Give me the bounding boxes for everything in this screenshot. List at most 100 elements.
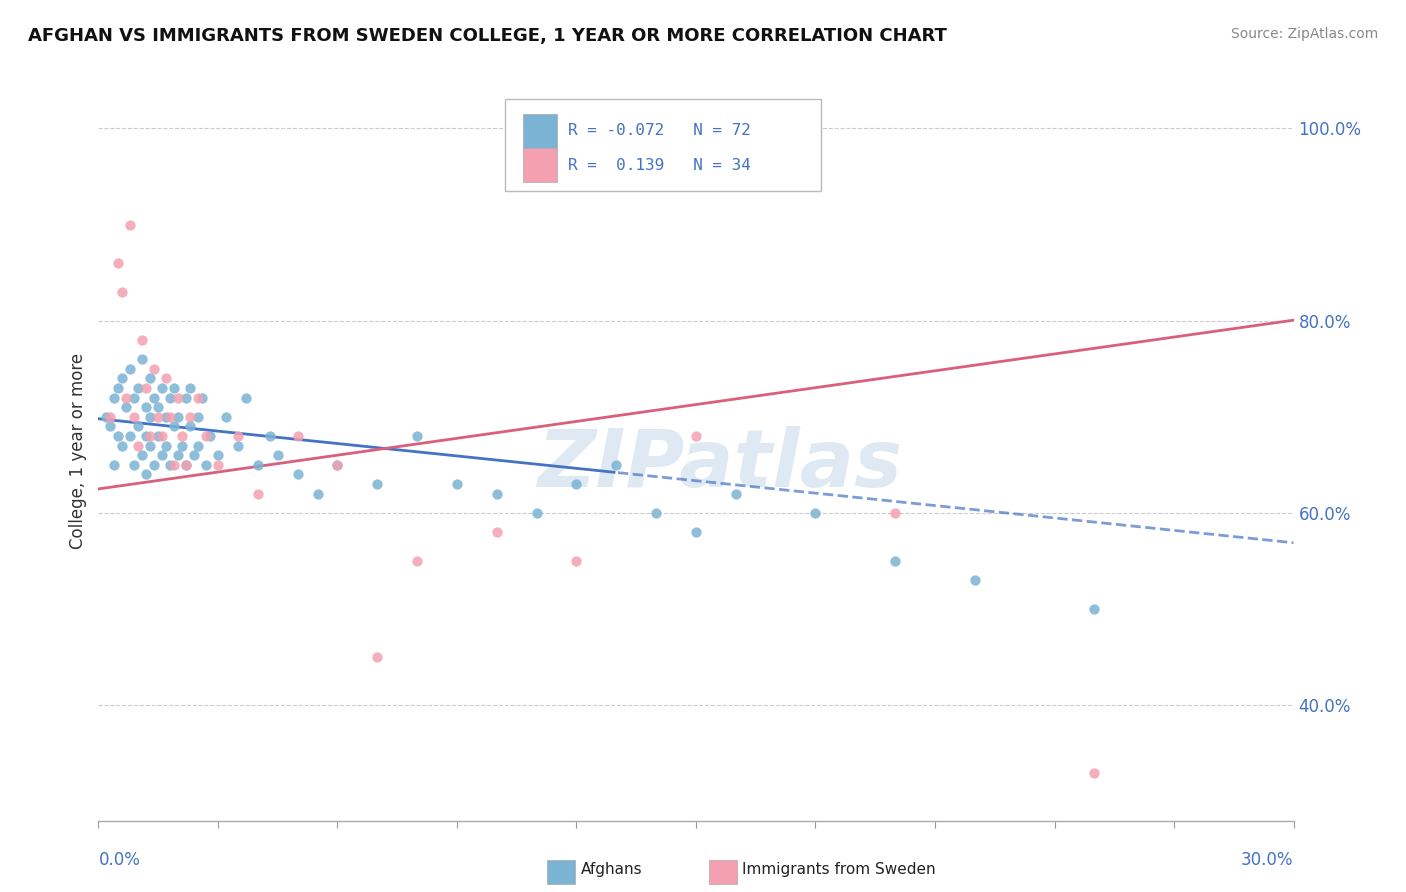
Point <box>127 419 149 434</box>
Point <box>131 333 153 347</box>
Point <box>207 448 229 462</box>
Point <box>135 429 157 443</box>
Point <box>139 439 162 453</box>
Point <box>150 429 173 443</box>
Point <box>163 419 186 434</box>
Point <box>485 525 508 540</box>
Point <box>163 458 186 472</box>
Point <box>107 256 129 270</box>
Point <box>127 439 149 453</box>
Point <box>174 458 197 472</box>
Point <box>103 391 125 405</box>
Point <box>307 487 329 501</box>
Text: Immigrants from Sweden: Immigrants from Sweden <box>742 863 936 877</box>
Point <box>131 448 153 462</box>
Text: R =  0.139   N = 34: R = 0.139 N = 34 <box>568 158 751 173</box>
Y-axis label: College, 1 year or more: College, 1 year or more <box>69 352 87 549</box>
Point <box>172 439 194 453</box>
Point <box>187 391 209 405</box>
Point <box>565 554 588 568</box>
Point <box>148 409 170 424</box>
Point <box>198 429 221 443</box>
Point <box>155 371 177 385</box>
Point <box>139 371 162 385</box>
Point <box>124 391 146 405</box>
Point <box>107 429 129 443</box>
Point <box>226 439 249 453</box>
Point <box>159 391 181 405</box>
Point <box>172 429 194 443</box>
Point <box>724 487 747 501</box>
Point <box>98 419 122 434</box>
Point <box>155 439 177 453</box>
Point <box>124 409 146 424</box>
Point <box>179 419 201 434</box>
Point <box>135 400 157 414</box>
Point <box>446 477 468 491</box>
Point <box>98 409 122 424</box>
Point <box>103 458 125 472</box>
Point <box>115 400 138 414</box>
Point <box>267 448 290 462</box>
Point <box>685 525 707 540</box>
Point <box>1083 602 1105 616</box>
Point <box>179 381 201 395</box>
Point <box>326 458 349 472</box>
Point <box>884 554 907 568</box>
Point <box>167 391 190 405</box>
Point <box>167 448 190 462</box>
Point <box>215 409 238 424</box>
Point <box>174 458 197 472</box>
Point <box>111 285 134 299</box>
Point <box>685 429 707 443</box>
Point <box>287 467 309 482</box>
Point <box>131 352 153 367</box>
FancyBboxPatch shape <box>523 148 557 183</box>
Point <box>235 391 257 405</box>
Point <box>148 400 170 414</box>
Point <box>246 487 269 501</box>
Point <box>804 506 827 520</box>
Point <box>174 391 197 405</box>
Point <box>605 458 627 472</box>
Point <box>111 371 134 385</box>
Point <box>135 381 157 395</box>
Point <box>159 458 181 472</box>
Point <box>148 429 170 443</box>
Text: ZIPatlas: ZIPatlas <box>537 426 903 504</box>
Point <box>155 409 177 424</box>
Point <box>111 439 134 453</box>
Point <box>645 506 668 520</box>
Point <box>195 429 218 443</box>
Point <box>485 487 508 501</box>
FancyBboxPatch shape <box>505 99 821 191</box>
Point <box>207 458 229 472</box>
Point <box>195 458 218 472</box>
Point <box>120 429 142 443</box>
Point <box>115 391 138 405</box>
Point <box>287 429 309 443</box>
Point <box>406 429 429 443</box>
Point <box>143 391 166 405</box>
Text: AFGHAN VS IMMIGRANTS FROM SWEDEN COLLEGE, 1 YEAR OR MORE CORRELATION CHART: AFGHAN VS IMMIGRANTS FROM SWEDEN COLLEGE… <box>28 27 948 45</box>
Point <box>963 574 986 588</box>
Point <box>187 439 209 453</box>
Point <box>187 409 209 424</box>
Point <box>159 409 181 424</box>
Point <box>96 409 118 424</box>
Point <box>406 554 429 568</box>
Text: R = -0.072   N = 72: R = -0.072 N = 72 <box>568 123 751 138</box>
Point <box>366 477 388 491</box>
Point <box>120 361 142 376</box>
Point <box>183 448 205 462</box>
FancyBboxPatch shape <box>523 113 557 148</box>
Text: 30.0%: 30.0% <box>1241 851 1294 869</box>
Point <box>124 458 146 472</box>
Point <box>143 361 166 376</box>
Point <box>167 409 190 424</box>
Point <box>120 218 142 232</box>
Point <box>884 506 907 520</box>
Point <box>191 391 214 405</box>
Point <box>163 381 186 395</box>
Point <box>139 429 162 443</box>
